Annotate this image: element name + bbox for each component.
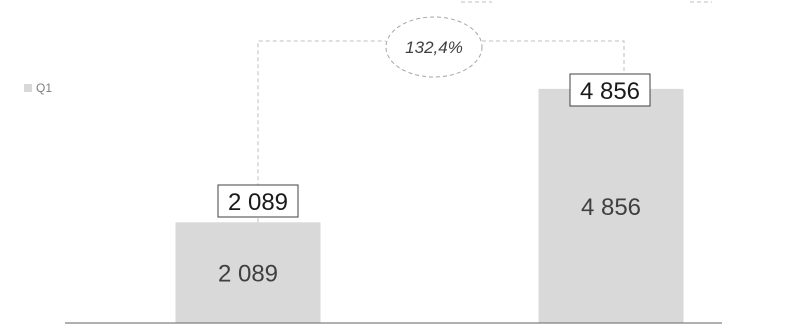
- legend-label-q1: Q1: [36, 81, 52, 95]
- callout-box-2: [569, 73, 651, 107]
- connector-right: [482, 40, 625, 85]
- growth-label: 132,4%: [405, 38, 463, 57]
- callout-box-1: [217, 184, 299, 218]
- bar-value-label-2: 4 856: [581, 194, 641, 221]
- callout-label-1: 2 089: [228, 189, 288, 216]
- legend-swatch-q1: [24, 84, 32, 92]
- growth-ellipse: [385, 16, 483, 78]
- bars-layer: [175, 88, 684, 324]
- connector-left: [257, 40, 386, 223]
- callout-label-2: 4 856: [580, 78, 640, 105]
- bar-2: [538, 88, 684, 324]
- labels-layer: 2 089 4 856 2 089 4 856: [217, 73, 651, 288]
- bar-value-label-1: 2 089: [218, 261, 278, 288]
- bar-1: [175, 222, 321, 323]
